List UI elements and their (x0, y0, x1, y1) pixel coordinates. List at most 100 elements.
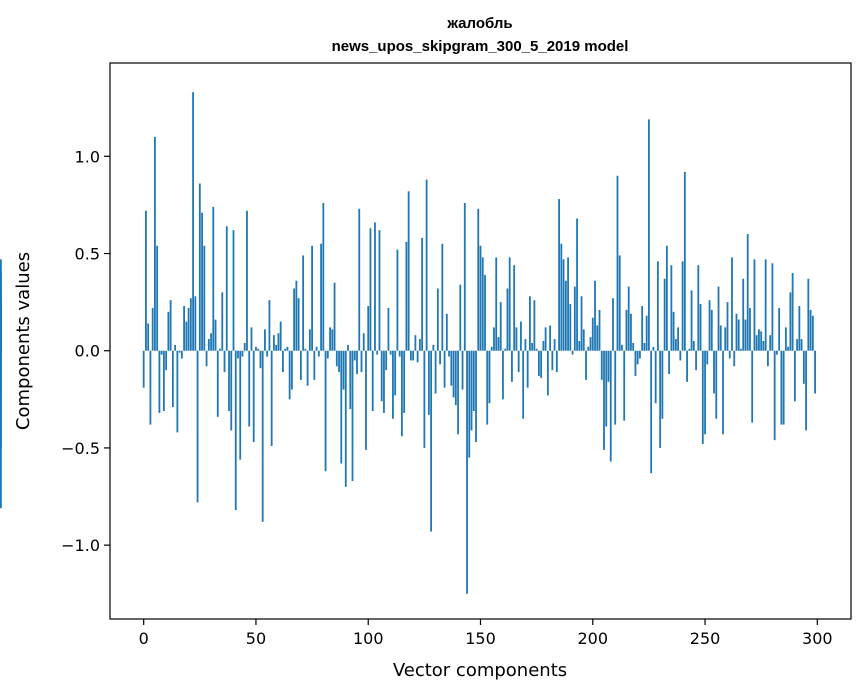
bar-294 (802, 350, 805, 384)
bar-99 (365, 350, 367, 450)
bar-146 (470, 350, 473, 431)
bar-167 (517, 350, 520, 373)
bar-80 (322, 202, 325, 351)
bar-108 (385, 350, 388, 371)
bar-81 (324, 350, 327, 472)
bar-201 (594, 280, 596, 351)
bar-111 (392, 350, 394, 419)
bar-188 (564, 280, 567, 351)
bar-131 (436, 288, 439, 351)
bar-11 (167, 311, 170, 351)
bar-67 (293, 288, 296, 351)
bar-155 (490, 346, 493, 351)
bar-259 (724, 327, 727, 351)
bar-147 (472, 350, 475, 411)
bar-207 (607, 350, 610, 382)
bars-group (0, 92, 816, 594)
bar-93 (351, 350, 354, 481)
y-axis-ticks: −1.0 −0.5 0.0 0.5 1.0 (61, 147, 110, 555)
bar-5 (154, 136, 156, 351)
bar-61 (279, 321, 282, 351)
bar-98 (362, 333, 365, 351)
bar-50 (255, 346, 257, 351)
bar-139 (454, 350, 457, 406)
bar-138 (452, 350, 455, 398)
bar-20 (187, 307, 190, 351)
bar-66 (290, 350, 293, 390)
bar-129 (432, 344, 435, 351)
bar-42 (237, 350, 239, 359)
bar-31 (212, 206, 215, 351)
chart-title: жалобль (446, 15, 512, 32)
bar-299 (814, 350, 816, 394)
bar-236 (672, 311, 675, 351)
bar-86 (335, 350, 338, 367)
bar-55 (266, 350, 269, 357)
bar-233 (665, 245, 668, 351)
bar-117 (405, 241, 408, 351)
bar-230 (659, 350, 662, 448)
bar-88 (340, 350, 343, 464)
x-tick-label: 50 (246, 629, 266, 648)
bar-177 (540, 350, 543, 378)
bar-285 (782, 350, 785, 425)
bar-250 (704, 350, 706, 435)
bar-203 (598, 309, 601, 351)
bar-156 (493, 327, 495, 351)
bar-95 (356, 350, 358, 375)
bar-68 (295, 280, 298, 351)
bar-114 (398, 350, 401, 357)
bar-269 (746, 234, 749, 351)
bar-202 (596, 325, 599, 351)
bar-123 (418, 339, 421, 351)
bar-271 (751, 350, 754, 423)
bar-7 (158, 350, 161, 413)
bar-1 (145, 210, 147, 351)
bar-12 (169, 300, 172, 351)
bar-97 (360, 350, 363, 373)
bar-43 (239, 350, 242, 460)
bar-237 (674, 339, 677, 351)
bar-228 (654, 350, 657, 404)
bar-26 (201, 212, 203, 351)
bar-211 (616, 175, 619, 351)
bar-166 (515, 327, 518, 351)
bar-69 (297, 298, 300, 351)
bar-183 (553, 339, 556, 351)
bar-280 (771, 263, 774, 351)
bar-25 (198, 183, 201, 351)
bar-262 (731, 257, 733, 351)
bar-104 (376, 350, 379, 355)
bar-227 (652, 346, 655, 351)
bar-153 (486, 350, 489, 425)
bar-96 (358, 208, 361, 351)
bar-193 (576, 218, 578, 351)
bar-57 (270, 350, 273, 446)
bar-121 (414, 335, 417, 351)
bar-282 (776, 350, 778, 355)
bar-290 (793, 350, 796, 402)
bar-272 (753, 259, 756, 351)
bar-36 (223, 350, 226, 373)
bar-13 (171, 350, 174, 408)
bar-152 (484, 274, 486, 351)
bar-217 (630, 313, 632, 351)
bar-115 (401, 350, 403, 437)
bar-59 (275, 344, 278, 351)
bar-158 (497, 337, 500, 351)
x-axis-ticks: 0 50 100 150 200 250 300 (139, 619, 833, 648)
bar-163 (508, 257, 511, 351)
bar-293 (800, 339, 803, 351)
bar-199 (589, 337, 592, 351)
bar-192 (573, 286, 576, 351)
bar-89 (342, 350, 345, 390)
bar-142 (461, 350, 464, 390)
bar-10 (165, 350, 168, 371)
bar-226 (650, 350, 653, 474)
bar-186 (560, 243, 563, 351)
bar-194 (578, 341, 581, 351)
bar-71 (302, 255, 305, 351)
bar-278 (767, 350, 769, 367)
bar-222 (641, 306, 644, 351)
